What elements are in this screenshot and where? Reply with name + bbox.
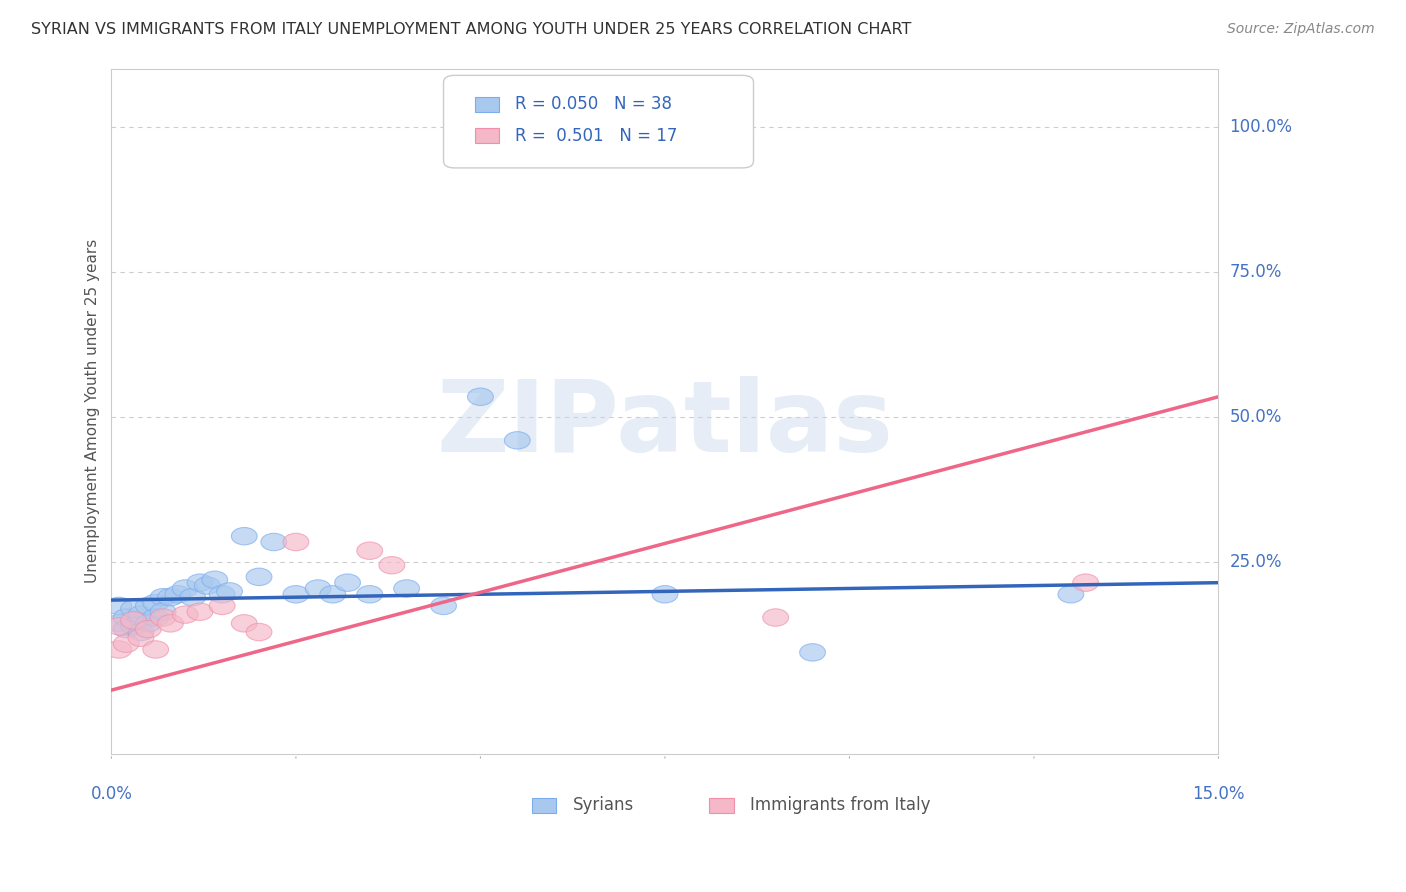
Text: R =  0.501   N = 17: R = 0.501 N = 17 (516, 127, 678, 145)
Ellipse shape (135, 597, 162, 615)
Ellipse shape (209, 585, 235, 603)
Ellipse shape (121, 600, 146, 617)
Ellipse shape (135, 615, 162, 632)
Ellipse shape (173, 606, 198, 624)
Text: 100.0%: 100.0% (1230, 118, 1292, 136)
Text: 15.0%: 15.0% (1192, 785, 1244, 803)
Ellipse shape (217, 582, 242, 600)
Ellipse shape (105, 597, 132, 615)
Ellipse shape (165, 585, 191, 603)
Y-axis label: Unemployment Among Youth under 25 years: Unemployment Among Youth under 25 years (86, 239, 100, 583)
Ellipse shape (232, 615, 257, 632)
Ellipse shape (246, 624, 271, 640)
Ellipse shape (209, 597, 235, 615)
Ellipse shape (283, 533, 309, 550)
Ellipse shape (246, 568, 271, 585)
Ellipse shape (762, 609, 789, 626)
Ellipse shape (305, 580, 330, 597)
Ellipse shape (202, 571, 228, 589)
Text: 75.0%: 75.0% (1230, 263, 1282, 281)
Ellipse shape (1073, 574, 1098, 591)
FancyBboxPatch shape (531, 798, 557, 813)
Ellipse shape (121, 612, 146, 629)
Ellipse shape (187, 574, 212, 591)
Ellipse shape (1057, 585, 1084, 603)
Text: 0.0%: 0.0% (90, 785, 132, 803)
Ellipse shape (335, 574, 360, 591)
Ellipse shape (105, 617, 132, 635)
Ellipse shape (321, 585, 346, 603)
Ellipse shape (143, 609, 169, 626)
Text: Immigrants from Italy: Immigrants from Italy (751, 797, 931, 814)
Ellipse shape (357, 542, 382, 559)
Ellipse shape (105, 640, 132, 658)
Ellipse shape (157, 589, 183, 606)
Ellipse shape (114, 635, 139, 652)
FancyBboxPatch shape (443, 76, 754, 168)
Ellipse shape (800, 644, 825, 661)
Ellipse shape (114, 609, 139, 626)
Ellipse shape (283, 585, 309, 603)
Ellipse shape (583, 114, 613, 133)
Ellipse shape (121, 617, 146, 635)
Text: Source: ZipAtlas.com: Source: ZipAtlas.com (1227, 22, 1375, 37)
Ellipse shape (262, 533, 287, 550)
Ellipse shape (430, 597, 457, 615)
Ellipse shape (173, 580, 198, 597)
Ellipse shape (128, 629, 153, 647)
Ellipse shape (135, 621, 162, 638)
FancyBboxPatch shape (475, 128, 499, 144)
Ellipse shape (652, 585, 678, 603)
Ellipse shape (105, 615, 132, 632)
Ellipse shape (114, 621, 139, 638)
Ellipse shape (128, 606, 153, 624)
Ellipse shape (180, 589, 205, 606)
Ellipse shape (150, 589, 176, 606)
Ellipse shape (194, 577, 221, 594)
Text: SYRIAN VS IMMIGRANTS FROM ITALY UNEMPLOYMENT AMONG YOUTH UNDER 25 YEARS CORRELAT: SYRIAN VS IMMIGRANTS FROM ITALY UNEMPLOY… (31, 22, 911, 37)
Ellipse shape (143, 640, 169, 658)
FancyBboxPatch shape (709, 798, 734, 813)
Text: 50.0%: 50.0% (1230, 409, 1282, 426)
Text: ZIPatlas: ZIPatlas (436, 376, 893, 474)
Ellipse shape (380, 557, 405, 574)
Ellipse shape (394, 580, 419, 597)
Text: R = 0.050   N = 38: R = 0.050 N = 38 (516, 95, 672, 113)
Text: 25.0%: 25.0% (1230, 553, 1282, 572)
Ellipse shape (143, 594, 169, 612)
Ellipse shape (150, 603, 176, 621)
Ellipse shape (357, 585, 382, 603)
Ellipse shape (232, 527, 257, 545)
Ellipse shape (468, 388, 494, 406)
Ellipse shape (505, 432, 530, 449)
Ellipse shape (150, 609, 176, 626)
Ellipse shape (157, 615, 183, 632)
Ellipse shape (128, 624, 153, 640)
Ellipse shape (187, 603, 212, 621)
Text: Syrians: Syrians (574, 797, 634, 814)
FancyBboxPatch shape (475, 96, 499, 112)
